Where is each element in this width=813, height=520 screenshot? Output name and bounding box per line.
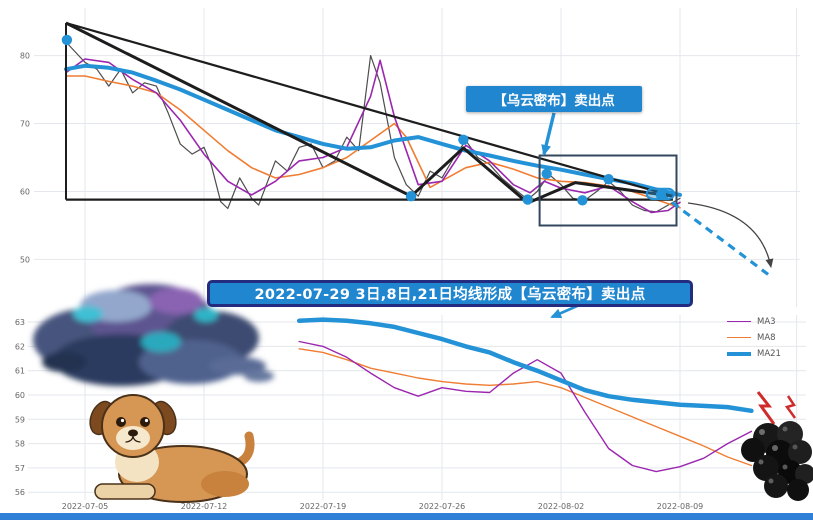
legend-label: MA8	[757, 332, 776, 343]
y-tick-label: 61	[15, 367, 25, 376]
projection-arrow	[687, 202, 774, 268]
signal-dot	[541, 168, 552, 179]
y-tick-label: 70	[20, 120, 30, 129]
series-ma21-top	[64, 63, 682, 197]
x-tick-label: 2022-08-09	[657, 502, 704, 511]
series-ma8-bottom	[298, 348, 753, 467]
trend-line-1	[65, 21, 674, 198]
signal-dot	[61, 34, 73, 46]
cartoon-dog-illustration	[89, 394, 255, 503]
top-arrow	[541, 112, 556, 156]
legend-label: MA3	[757, 316, 776, 327]
x-tick-label: 2022-07-12	[181, 502, 228, 511]
projection-dashed-line	[660, 192, 770, 276]
legend-item-ma3: MA3	[727, 314, 807, 329]
series-price-top	[65, 41, 681, 213]
signal-description-callout: 2022-07-29 3日,8日,21日均线形成【乌云密布】卖出点	[207, 280, 693, 307]
dark-cloud-sell-point-callout: 【乌云密布】卖出点	[466, 86, 642, 112]
legend-item-ma8: MA8	[727, 330, 807, 345]
y-tick-label: 57	[15, 464, 25, 473]
bottom-border-strip	[0, 513, 813, 520]
trend-line-4	[65, 21, 674, 205]
signal-dot	[577, 195, 588, 206]
y-tick-label: 50	[20, 255, 30, 264]
series-ma21-bottom	[296, 317, 754, 414]
legend-line-ma3	[727, 321, 751, 322]
y-tick-label: 80	[20, 52, 30, 61]
legend: MA3 MA8 MA21	[727, 314, 807, 361]
y-tick-label: 62	[15, 342, 25, 351]
signal-dot	[603, 174, 614, 185]
x-tick-label: 2022-07-05	[62, 502, 109, 511]
legend-line-ma8	[727, 337, 751, 338]
dark-storm-cloud-cluster-illustration	[741, 391, 813, 501]
y-tick-label: 60	[15, 391, 25, 400]
storm-cloud-illustration	[33, 284, 274, 386]
signal-dot	[405, 191, 417, 202]
y-tick-label: 59	[15, 415, 25, 424]
legend-item-ma21: MA21	[727, 346, 807, 361]
x-tick-label: 2022-08-02	[538, 502, 585, 511]
series-ma3-top	[65, 58, 681, 214]
y-tick-label: 58	[15, 440, 25, 449]
signal-dot	[522, 194, 533, 205]
x-tick-label: 2022-07-26	[419, 502, 466, 511]
highlight-rect	[538, 154, 678, 227]
signal-dot	[458, 134, 469, 145]
signal-dot	[655, 189, 667, 201]
legend-line-ma21	[727, 351, 751, 356]
y-tick-label: 56	[15, 488, 25, 497]
y-tick-label: 63	[15, 318, 25, 327]
x-tick-label: 2022-07-19	[300, 502, 347, 511]
y-tick-label: 60	[20, 188, 30, 197]
legend-label: MA21	[757, 348, 781, 359]
